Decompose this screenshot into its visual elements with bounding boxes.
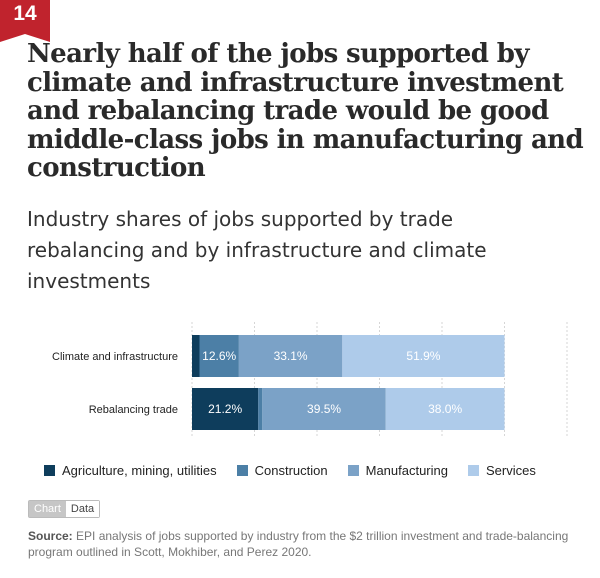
data-label: 51.9% bbox=[406, 349, 440, 363]
legend-item: Services bbox=[468, 463, 536, 478]
legend-swatch bbox=[468, 465, 479, 476]
source-note: Source: EPI analysis of jobs supported b… bbox=[28, 528, 588, 560]
data-label: 12.6% bbox=[202, 349, 236, 363]
bar-segment bbox=[262, 388, 386, 430]
bar-segment bbox=[199, 335, 239, 377]
legend: Agriculture, mining, utilities Constructi… bbox=[44, 463, 584, 478]
bar-segment bbox=[385, 388, 505, 430]
source-text: EPI analysis of jobs supported by indust… bbox=[28, 529, 569, 559]
stacked-bar-chart: 12.6% 33.1% 51.9% 21.2% 39.5% 38.0% Climate a… bbox=[52, 322, 568, 438]
legend-swatch bbox=[236, 465, 248, 476]
view-tabs: Chart Data bbox=[28, 500, 101, 518]
chart-title: Nearly half of the jobs supported by cli… bbox=[27, 39, 584, 183]
bar-segment bbox=[342, 335, 505, 377]
data-label: 38.0% bbox=[428, 402, 462, 416]
legend-swatch bbox=[347, 465, 359, 476]
bars: 12.6% 33.1% 51.9% 21.2% 39.5% 38.0% bbox=[192, 335, 505, 430]
bar-segment bbox=[258, 388, 263, 430]
bar-segment bbox=[238, 335, 343, 377]
legend-item: Agriculture, mining, utilities bbox=[44, 463, 217, 478]
bar-segment bbox=[192, 335, 200, 377]
data-label: 33.1% bbox=[274, 349, 308, 363]
category-label: Climate and infrastructure bbox=[52, 351, 178, 363]
legend-label: Services bbox=[486, 463, 536, 478]
legend-swatch bbox=[44, 465, 55, 476]
category-label: Rebalancing trade bbox=[89, 404, 178, 416]
figure-number: 14 bbox=[13, 2, 37, 25]
tab-chart[interactable]: Chart bbox=[29, 501, 66, 517]
source-label: Source: bbox=[28, 529, 73, 543]
category-labels: Climate and infrastructure Rebalancing tr… bbox=[52, 351, 178, 416]
legend-label: Agriculture, mining, utilities bbox=[62, 463, 217, 478]
tab-data[interactable]: Data bbox=[65, 501, 100, 517]
legend-label: Construction bbox=[254, 463, 328, 478]
data-label: 21.2% bbox=[208, 402, 242, 416]
chart-subtitle: Industry shares of jobs supported by tra… bbox=[27, 207, 487, 293]
bar-segment bbox=[192, 388, 259, 430]
data-label: 39.5% bbox=[307, 402, 341, 416]
figure-number-badge: 14 bbox=[0, 0, 50, 42]
legend-item: Manufacturing bbox=[347, 463, 448, 478]
legend-item: Construction bbox=[236, 463, 328, 478]
legend-label: Manufacturing bbox=[365, 463, 448, 478]
